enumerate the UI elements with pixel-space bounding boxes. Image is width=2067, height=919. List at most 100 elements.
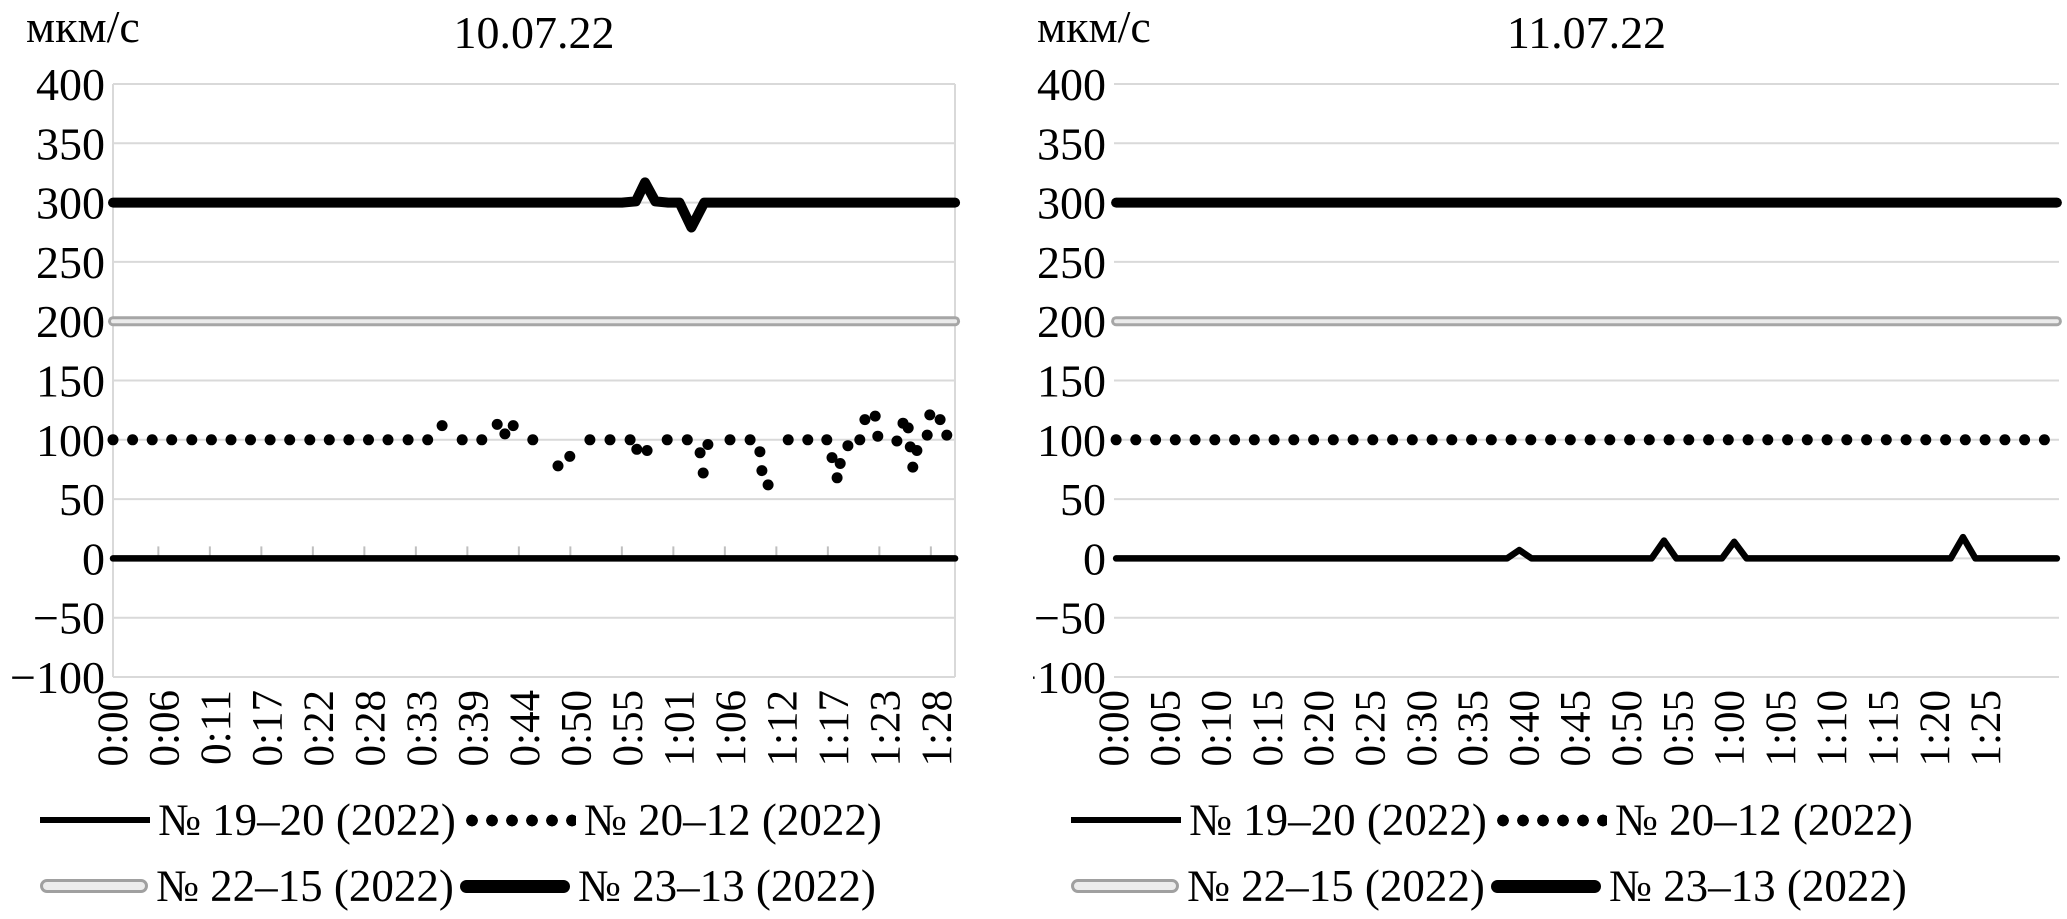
series-dot [697, 467, 709, 479]
y-tick-label: 300 [1037, 178, 1106, 229]
series-dot [641, 445, 653, 456]
series-dot [456, 434, 468, 446]
y-tick-label: −50 [1034, 593, 1106, 644]
y-tick-label: 150 [36, 356, 105, 407]
series-dot [1446, 434, 1458, 446]
series-dot [436, 420, 448, 432]
series-dot [284, 434, 296, 446]
series-dot [1959, 434, 1971, 446]
y-tick-label: 50 [1060, 474, 1106, 525]
series-dot [834, 458, 846, 469]
x-tick-label: 0:10 [1194, 690, 1241, 766]
series-dot [2019, 434, 2031, 446]
y-tick-label: 200 [1037, 296, 1106, 347]
legend-row: № 19–20 (2022) № 20–12 (2022) [1071, 787, 1915, 853]
y-tick-label: 100 [36, 415, 105, 466]
x-tick-label: 1:23 [863, 690, 910, 766]
legend-row: № 19–20 (2022) № 20–12 (2022) [40, 787, 884, 853]
series-dot [1169, 434, 1181, 446]
series-dot [1880, 434, 1892, 446]
legend-row: № 22–15 (2022) № 23–13 (2022) [40, 853, 884, 919]
series-dot [1327, 434, 1339, 446]
series-dot [1801, 434, 1813, 446]
series-dot [499, 428, 511, 440]
series-dot [1406, 434, 1418, 446]
legend-sample-gray-line [1071, 879, 1179, 893]
series-dot [166, 434, 178, 446]
series-dot [624, 434, 636, 446]
legend-label: № 23–13 (2022) [577, 861, 876, 911]
series-dot [754, 446, 766, 458]
x-tick-label: 0:50 [1604, 690, 1651, 766]
series-dot [1703, 434, 1715, 446]
x-tick-label: 0:45 [1553, 690, 1600, 766]
y-tick-label: 250 [1037, 237, 1106, 288]
series-dot [821, 434, 833, 446]
x-tick-label: 0:00 [1091, 690, 1138, 766]
series-dot [1347, 434, 1359, 446]
x-tick-label: 1:00 [1707, 690, 1754, 766]
series-dot [756, 465, 768, 477]
series-dot [941, 429, 953, 441]
series-dot [552, 460, 564, 472]
series-dot [264, 434, 276, 446]
series-dot [1268, 434, 1280, 446]
legend-label: № 20–12 (2022) [583, 795, 882, 845]
series-dot [1209, 434, 1221, 446]
x-tick-label: 0:33 [399, 690, 446, 766]
legend-label: № 20–12 (2022) [1614, 795, 1913, 845]
y-tick-label: 150 [1037, 356, 1106, 407]
series-dot [245, 434, 256, 446]
x-tick-label: 0:55 [1655, 690, 1702, 766]
series-dot [205, 434, 217, 446]
legend-label: № 22–15 (2022) [156, 861, 454, 911]
series-dot [854, 434, 866, 446]
series-dot [921, 429, 933, 441]
x-tick-label: 0:22 [296, 690, 343, 766]
series-dot [186, 434, 198, 446]
series-dot [744, 434, 756, 446]
series-dot [802, 434, 814, 446]
series-line [108, 177, 961, 233]
x-tick-label: 1:01 [657, 690, 704, 766]
plot-area: 400350300250200150100500−50−1000:000:050… [1033, 59, 2062, 766]
series-dot [2038, 434, 2050, 446]
series-dot [402, 434, 414, 446]
series-dot [127, 434, 139, 446]
x-tick-label: 1:17 [811, 690, 858, 766]
series-dot [1229, 434, 1241, 446]
legend-label: № 23–13 (2022) [1608, 861, 1907, 911]
chart-panel-left: мкм/с 10.07.22 400 350 300 250 200 150 100 50 0 −… [0, 0, 1033, 918]
legend-sample-solid-line [40, 817, 150, 823]
chart-title: 10.07.22 [453, 7, 615, 58]
series-dot [1762, 434, 1774, 446]
series-dot [584, 434, 596, 446]
x-tick-label: 0:11 [193, 690, 240, 765]
series-dot [934, 414, 946, 426]
legend-label: № 19–20 (2022) [1189, 795, 1487, 845]
series-dot [527, 434, 539, 446]
series-dot [1900, 434, 1912, 446]
series-dot [681, 434, 693, 446]
series-dot [907, 461, 919, 473]
x-tick-label: 1:06 [708, 690, 755, 766]
y-tick-label: 350 [1037, 118, 1106, 169]
series-dot [1525, 434, 1537, 446]
series-dot [831, 472, 843, 484]
series-dot [1367, 434, 1379, 446]
series-dot [323, 434, 335, 446]
series-dot [304, 434, 316, 446]
series-dot [1584, 434, 1596, 446]
series-dot [1604, 434, 1616, 446]
y-tick-label: 0 [1083, 533, 1106, 584]
series-dot [225, 434, 237, 446]
y-tick-label: −50 [33, 593, 105, 644]
series-dot [107, 434, 119, 446]
y-tick-label: 100 [1037, 415, 1106, 466]
y-axis-unit-label: мкм/с [1037, 1, 1151, 52]
legend-sample-thick-line [459, 879, 570, 893]
series-dot [476, 434, 488, 446]
series-dot [1308, 434, 1320, 446]
series-dot [1999, 434, 2011, 446]
